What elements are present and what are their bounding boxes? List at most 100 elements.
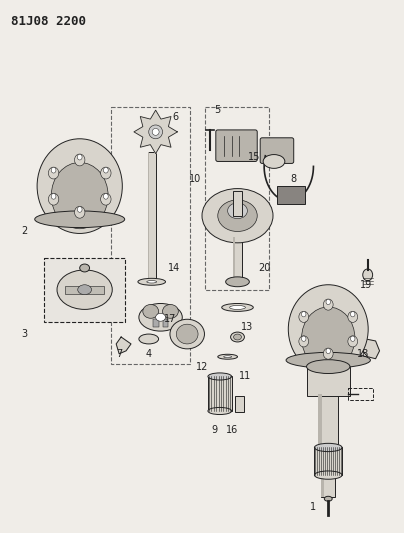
Ellipse shape xyxy=(51,163,108,229)
Ellipse shape xyxy=(314,471,342,479)
Text: 15: 15 xyxy=(248,151,261,161)
Bar xyxy=(65,286,104,294)
Ellipse shape xyxy=(77,154,82,160)
Ellipse shape xyxy=(226,277,249,287)
Ellipse shape xyxy=(299,311,309,322)
Ellipse shape xyxy=(231,332,244,342)
Text: 9: 9 xyxy=(212,425,218,435)
Ellipse shape xyxy=(170,319,204,349)
Ellipse shape xyxy=(208,373,231,380)
Ellipse shape xyxy=(101,167,111,179)
Ellipse shape xyxy=(288,285,368,374)
Ellipse shape xyxy=(286,352,370,368)
Bar xyxy=(233,191,242,216)
Ellipse shape xyxy=(263,155,285,168)
Text: 13: 13 xyxy=(241,322,253,332)
Ellipse shape xyxy=(363,269,372,281)
Bar xyxy=(235,396,244,412)
Bar xyxy=(111,107,190,364)
Ellipse shape xyxy=(208,407,231,415)
Bar xyxy=(205,107,269,289)
Ellipse shape xyxy=(74,154,85,166)
Bar xyxy=(307,367,350,396)
Ellipse shape xyxy=(348,336,358,347)
Ellipse shape xyxy=(351,336,355,342)
Ellipse shape xyxy=(48,167,59,179)
Ellipse shape xyxy=(149,125,162,139)
Bar xyxy=(44,258,125,322)
Ellipse shape xyxy=(307,360,350,374)
Polygon shape xyxy=(356,339,379,359)
Ellipse shape xyxy=(37,139,122,233)
Text: 1: 1 xyxy=(310,502,316,512)
Text: 14: 14 xyxy=(168,263,181,273)
Ellipse shape xyxy=(301,312,306,317)
Text: 12: 12 xyxy=(196,361,208,372)
FancyBboxPatch shape xyxy=(260,138,294,164)
Text: 81J08 2200: 81J08 2200 xyxy=(11,15,86,28)
Text: 3: 3 xyxy=(21,329,27,339)
Bar xyxy=(314,448,342,475)
Ellipse shape xyxy=(302,307,355,369)
Ellipse shape xyxy=(301,336,306,342)
Ellipse shape xyxy=(101,193,111,205)
Ellipse shape xyxy=(152,128,159,135)
Ellipse shape xyxy=(103,167,108,173)
Bar xyxy=(318,394,338,448)
Bar xyxy=(321,475,335,497)
Ellipse shape xyxy=(351,312,355,317)
Text: 6: 6 xyxy=(173,112,179,122)
Ellipse shape xyxy=(138,278,166,285)
Text: 10: 10 xyxy=(189,174,201,184)
Bar xyxy=(162,319,168,327)
Ellipse shape xyxy=(218,200,257,231)
Bar xyxy=(277,186,305,204)
Bar xyxy=(233,237,235,282)
Ellipse shape xyxy=(229,305,245,309)
Bar xyxy=(148,151,149,280)
Ellipse shape xyxy=(227,203,247,219)
Text: 20: 20 xyxy=(258,263,270,273)
Text: 2: 2 xyxy=(21,225,27,236)
Ellipse shape xyxy=(177,324,198,344)
Ellipse shape xyxy=(222,303,253,311)
Ellipse shape xyxy=(234,334,242,340)
Ellipse shape xyxy=(202,189,273,243)
Ellipse shape xyxy=(324,496,332,501)
Ellipse shape xyxy=(323,299,333,310)
Text: 16: 16 xyxy=(225,425,238,435)
Ellipse shape xyxy=(162,304,178,318)
Ellipse shape xyxy=(224,356,231,358)
Ellipse shape xyxy=(74,206,85,218)
Ellipse shape xyxy=(323,348,333,359)
Text: 11: 11 xyxy=(239,372,252,382)
Ellipse shape xyxy=(326,300,330,304)
Bar xyxy=(233,237,242,282)
Bar xyxy=(148,151,156,280)
Ellipse shape xyxy=(218,354,238,359)
Ellipse shape xyxy=(48,193,59,205)
Bar xyxy=(318,394,322,448)
Bar xyxy=(321,475,324,497)
Text: 17: 17 xyxy=(164,314,177,324)
Polygon shape xyxy=(134,110,177,154)
Text: 19: 19 xyxy=(360,280,372,290)
Ellipse shape xyxy=(139,334,159,344)
Text: 8: 8 xyxy=(290,174,297,184)
Ellipse shape xyxy=(147,280,157,283)
FancyBboxPatch shape xyxy=(216,130,257,161)
Ellipse shape xyxy=(51,193,56,199)
Polygon shape xyxy=(116,337,131,354)
Text: 4: 4 xyxy=(146,349,152,359)
Bar xyxy=(208,376,231,411)
Text: 7: 7 xyxy=(116,349,122,359)
Ellipse shape xyxy=(314,443,342,451)
Ellipse shape xyxy=(299,336,309,347)
Ellipse shape xyxy=(57,270,112,309)
Ellipse shape xyxy=(326,349,330,354)
Ellipse shape xyxy=(156,313,166,321)
Ellipse shape xyxy=(139,303,182,331)
Text: 18: 18 xyxy=(357,349,369,359)
Ellipse shape xyxy=(348,311,358,322)
Ellipse shape xyxy=(51,167,56,173)
